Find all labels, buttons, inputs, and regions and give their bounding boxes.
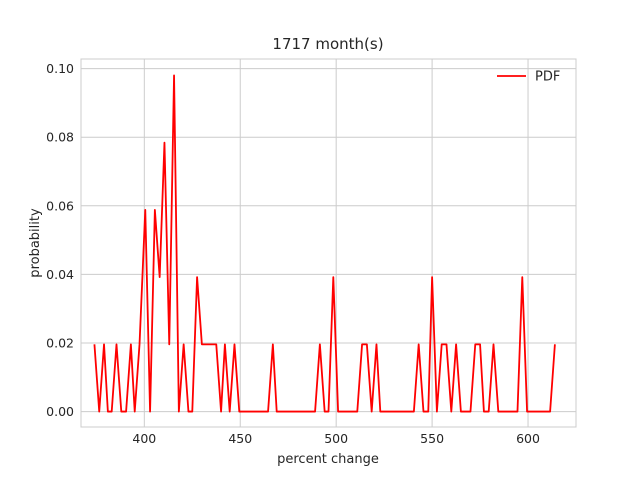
x-tick-label: 500 xyxy=(324,431,348,446)
x-axis-label: percent change xyxy=(277,452,379,467)
y-axis-label: probability xyxy=(28,208,43,278)
y-tick-label: 0.06 xyxy=(46,198,74,213)
x-tick-labels: 400 450 500 550 600 xyxy=(132,431,540,446)
legend-label: PDF xyxy=(535,70,560,85)
y-tick-label: 0.08 xyxy=(46,130,74,145)
plot-frame xyxy=(80,58,577,428)
y-tick-label: 0.00 xyxy=(46,404,74,419)
y-tick-label: 0.04 xyxy=(46,267,74,282)
y-tick-label: 0.10 xyxy=(46,61,74,76)
x-tick-label: 450 xyxy=(228,431,252,446)
x-tick-label: 400 xyxy=(132,431,156,446)
y-tick-label: 0.02 xyxy=(46,335,74,350)
y-tick-labels: 0.00 0.02 0.04 0.06 0.08 0.10 xyxy=(46,61,74,419)
series-line-pdf xyxy=(93,74,556,413)
grid xyxy=(81,59,576,427)
x-tick-label: 600 xyxy=(516,431,540,446)
chart-title: 1717 month(s) xyxy=(272,35,383,53)
x-tick-label: 550 xyxy=(420,431,444,446)
legend: PDF xyxy=(497,70,560,85)
series-layer xyxy=(93,74,556,413)
